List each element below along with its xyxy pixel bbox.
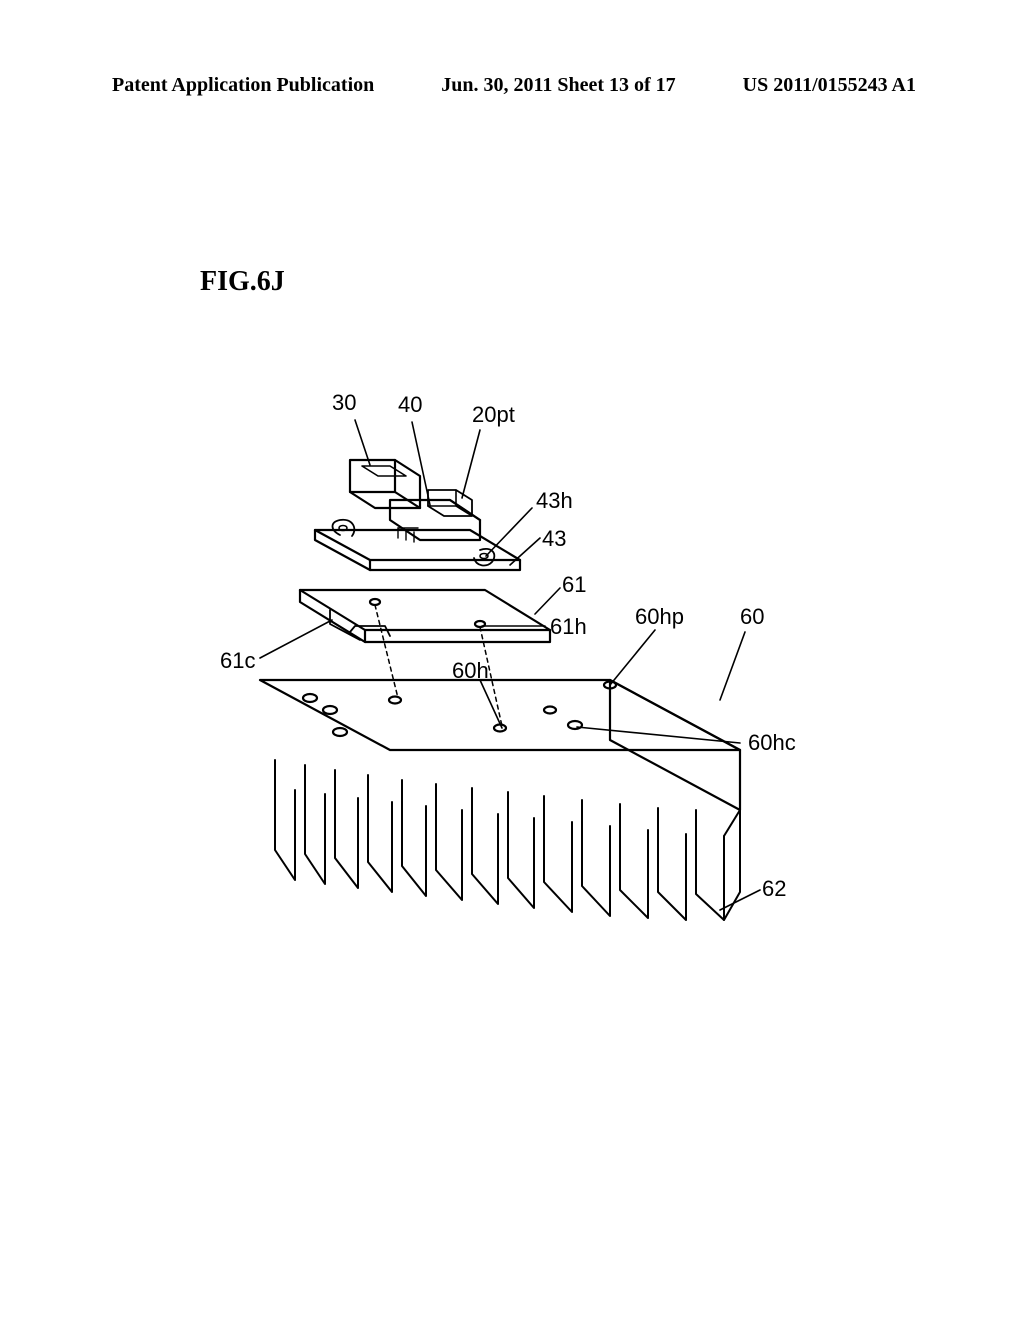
callout-20pt: 20pt <box>472 402 515 428</box>
callout-60hp: 60hp <box>635 604 684 630</box>
figure-drawing: 30 40 20pt 43h 43 61 61h 61c 60hp 60 60h… <box>180 380 860 940</box>
callout-60h: 60h <box>452 658 489 684</box>
callout-61h: 61h <box>550 614 587 640</box>
figure-svg <box>180 380 860 940</box>
callout-61c: 61c <box>220 648 255 674</box>
header-mid: Jun. 30, 2011 Sheet 13 of 17 <box>441 74 675 97</box>
header-right: US 2011/0155243 A1 <box>743 74 916 97</box>
page-header: Patent Application Publication Jun. 30, … <box>0 74 1024 97</box>
callout-62: 62 <box>762 876 786 902</box>
figure-label: FIG.6J <box>200 266 285 298</box>
callout-60hc: 60hc <box>748 730 796 756</box>
callout-61: 61 <box>562 572 586 598</box>
callout-40: 40 <box>398 392 422 418</box>
callout-60: 60 <box>740 604 764 630</box>
callout-43: 43 <box>542 526 566 552</box>
callout-30: 30 <box>332 390 356 416</box>
callout-43h: 43h <box>536 488 573 514</box>
header-left: Patent Application Publication <box>112 74 374 97</box>
